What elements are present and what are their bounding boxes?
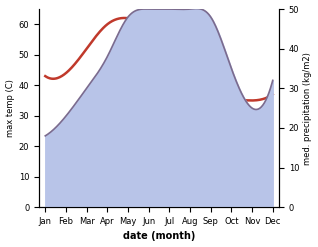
Y-axis label: med. precipitation (kg/m2): med. precipitation (kg/m2) <box>303 52 313 165</box>
X-axis label: date (month): date (month) <box>123 231 195 242</box>
Y-axis label: max temp (C): max temp (C) <box>5 79 15 137</box>
